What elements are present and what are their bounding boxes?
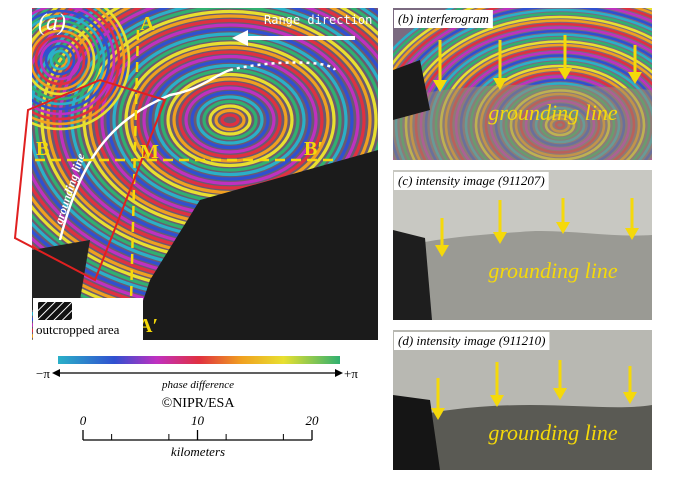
legend-hatch — [38, 302, 72, 320]
profile-label: A — [140, 13, 155, 35]
colorbar — [58, 356, 340, 364]
annotation: grounding line — [488, 258, 618, 283]
profile-label: B — [36, 138, 49, 160]
panel-title: (b) interferogram — [398, 11, 489, 26]
scale-bar: 0 10 20 — [80, 413, 319, 440]
figure: Range direction (a) A A′ B B′ M groundin… — [0, 0, 679, 477]
scale-tick-label: 10 — [191, 413, 205, 428]
credit: ©NIPR/ESA — [162, 396, 236, 411]
legend-label: outcropped area — [36, 322, 120, 337]
annotation: grounding line — [488, 100, 618, 125]
scale-unit: kilometers — [171, 444, 225, 459]
scale-tick-label: 0 — [80, 413, 87, 428]
profile-label: B′ — [304, 138, 323, 160]
colorbar-max: +π — [344, 366, 358, 381]
colorbar-title: phase difference — [161, 379, 234, 391]
scale-tick-label: 20 — [306, 413, 320, 428]
panel-label: (a) — [38, 10, 66, 36]
panel-title: (c) intensity image (911207) — [398, 173, 545, 188]
panel-title: (d) intensity image (911210) — [398, 333, 545, 348]
annotation: grounding line — [488, 420, 618, 445]
profile-label: M — [140, 141, 159, 163]
colorbar-min: −π — [36, 366, 50, 381]
range-direction: Range direction — [264, 13, 372, 27]
